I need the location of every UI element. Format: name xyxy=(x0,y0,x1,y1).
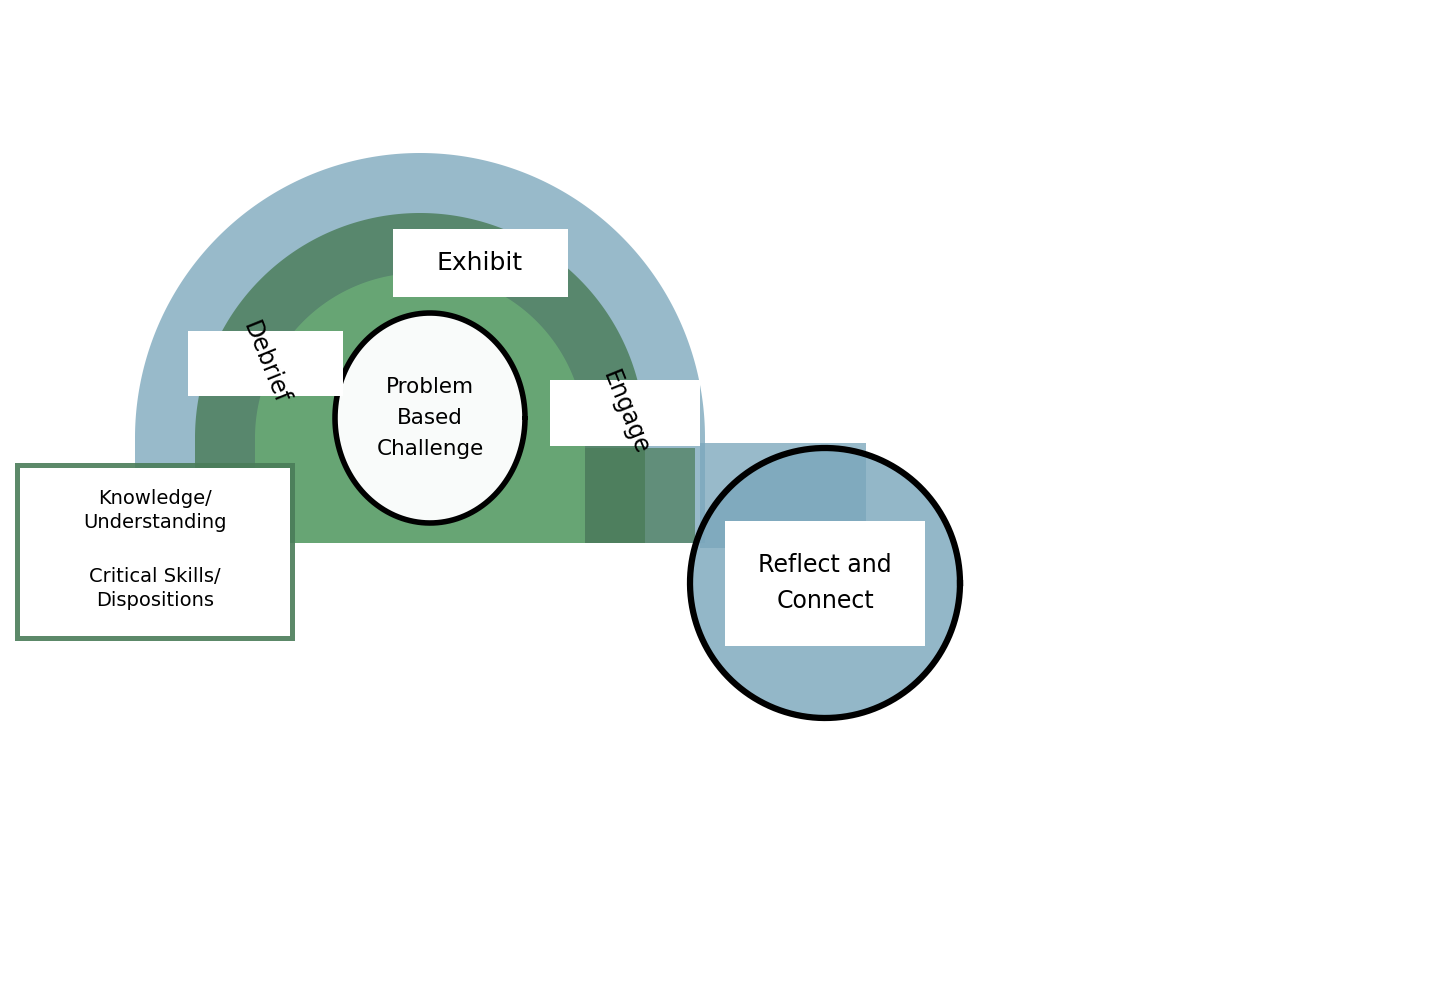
Polygon shape xyxy=(194,213,645,543)
Polygon shape xyxy=(255,273,584,543)
FancyBboxPatch shape xyxy=(20,541,290,636)
Polygon shape xyxy=(580,448,695,543)
FancyBboxPatch shape xyxy=(393,229,567,297)
FancyBboxPatch shape xyxy=(725,521,925,646)
Polygon shape xyxy=(690,448,960,718)
FancyBboxPatch shape xyxy=(20,468,290,553)
FancyBboxPatch shape xyxy=(14,463,294,641)
Polygon shape xyxy=(700,443,866,548)
Text: Debrief: Debrief xyxy=(238,318,293,408)
FancyBboxPatch shape xyxy=(187,330,342,395)
Text: Knowledge/
Understanding: Knowledge/ Understanding xyxy=(83,488,226,533)
Text: Exhibit: Exhibit xyxy=(436,251,523,275)
Text: Engage: Engage xyxy=(597,367,652,459)
FancyBboxPatch shape xyxy=(550,380,700,445)
Polygon shape xyxy=(335,313,525,523)
Text: Critical Skills/
Dispositions: Critical Skills/ Dispositions xyxy=(90,567,220,611)
Text: Reflect and
Connect: Reflect and Connect xyxy=(758,553,892,613)
Polygon shape xyxy=(135,153,705,543)
Text: Problem
Based
Challenge: Problem Based Challenge xyxy=(377,377,484,459)
